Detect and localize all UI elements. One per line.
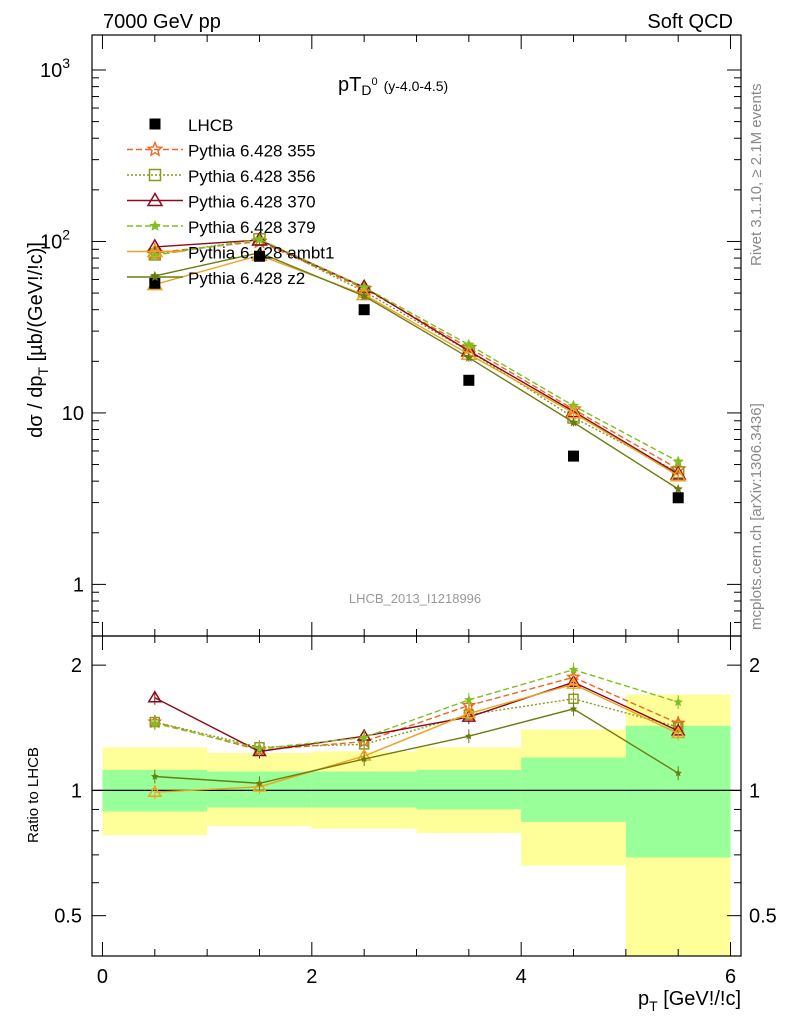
ratio-series-point: [359, 732, 369, 742]
ratio-y-tick-label: 2: [71, 655, 82, 677]
ratio-series-point: [150, 718, 160, 728]
series-line: [154, 254, 679, 477]
legend-marker: [150, 272, 160, 281]
ratio-series-line: [154, 676, 679, 751]
data-point: [672, 492, 684, 504]
analysis-watermark: LHCB_2013_I1218996: [349, 591, 481, 606]
series-point: [464, 352, 474, 362]
ratio-y-tick-label: 1: [71, 780, 82, 802]
ratio-series-line: [154, 668, 679, 750]
ratio-series-point: [360, 755, 368, 763]
data-point: [463, 374, 475, 386]
legend-marker: [149, 220, 161, 231]
header-left: 7000 GeV pp: [103, 11, 221, 33]
main-title: pTD0 (y-4.0-4.5): [338, 74, 448, 98]
series-line: [154, 251, 679, 490]
ratio-series-point: [255, 779, 264, 787]
series-point: [359, 291, 369, 301]
data-point: [568, 450, 580, 462]
series-line: [154, 240, 679, 470]
legend-label: Pythia 6.428 370: [188, 193, 316, 212]
series-point: [673, 484, 683, 493]
series-point: [253, 233, 266, 245]
ratio-series-point: [151, 772, 159, 780]
green-uncertainty-band: [311, 771, 417, 808]
legend-marker: [146, 192, 164, 207]
title-main: pT: [338, 74, 361, 96]
title-suffix: (y-4.0-4.5): [384, 78, 449, 94]
series-point: [568, 417, 579, 427]
ratio-y-tick-label-right: 0.5: [749, 906, 777, 928]
ratio-series-point: [254, 743, 265, 753]
ratio-y-tick-label-right: 2: [749, 655, 760, 677]
ratio-series-point: [461, 709, 477, 722]
main-panel: 1 10 102 103: [40, 34, 742, 637]
ratio-series-point: [670, 726, 686, 739]
legend-label: Pythia 6.428 355: [188, 142, 316, 161]
x-tick-label: 6: [725, 966, 736, 988]
series-point: [672, 455, 684, 467]
ratio-series-point: [464, 694, 474, 704]
series-point: [669, 467, 687, 482]
ratio-series-point: [569, 704, 578, 713]
ratio-series-point: [252, 779, 267, 792]
data-point: [149, 277, 161, 289]
data-point: [253, 250, 265, 262]
green-uncertainty-band: [625, 725, 731, 858]
mcplots-credit-text: mcplots.cern.ch [arXiv:1306.3436]: [748, 403, 765, 630]
green-uncertainty-band: [521, 757, 626, 822]
legend-label: Pythia 6.428 z2: [188, 269, 305, 288]
legend-label: Pythia 6.428 ambt1: [188, 244, 334, 263]
ratio-series-point: [568, 664, 579, 674]
y-tick-label: 10: [62, 403, 84, 425]
ratio-panel: 0.5 0.5 1 1 2 2 0 2 4 6: [54, 635, 777, 988]
green-uncertainty-band: [416, 769, 522, 810]
ratio-series-point: [147, 690, 163, 703]
series-line: [154, 239, 679, 475]
y-tick-label: 1: [73, 574, 84, 596]
ratio-series-point: [461, 706, 477, 719]
series-point: [149, 249, 161, 261]
series-point: [463, 338, 475, 350]
legend: LHCB Pythia 6.428 355 Pythia 6.428 356 Pyth…: [127, 116, 334, 288]
y-tick-label: 103: [40, 55, 70, 82]
title-sup: 0: [371, 76, 377, 88]
legend-marker: [146, 243, 164, 258]
ratio-series-point: [673, 697, 683, 707]
ratio-series-point: [465, 732, 473, 740]
title-sub: D: [361, 82, 371, 98]
ratio-y-tick-label-right: 1: [749, 780, 760, 802]
data-point: [358, 304, 370, 316]
legend-marker-data: [149, 118, 161, 130]
legend-label: Pythia 6.428 379: [188, 218, 316, 237]
ratio-ylabel: Ratio to LHCB: [25, 747, 42, 843]
series-line: [154, 238, 679, 463]
ratio-y-tick-label: 0.5: [54, 906, 82, 928]
ratio-series-point: [147, 784, 163, 797]
x-tick-label: 0: [97, 966, 108, 988]
xlabel: pT [GeV!/!c]: [638, 988, 741, 1014]
legend-label-data: LHCB: [188, 116, 233, 135]
legend-label: Pythia 6.428 356: [188, 167, 316, 186]
x-tick-label: 4: [516, 966, 527, 988]
ratio-series-point: [566, 676, 581, 689]
header-right: Soft QCD: [647, 11, 733, 33]
ratio-series-point: [674, 769, 682, 777]
y-tick-label: 102: [40, 226, 70, 253]
legend-marker: [148, 168, 162, 182]
x-tick-label: 2: [306, 966, 317, 988]
ratio-series-line: [154, 683, 679, 793]
rivet-version-text: Rivet 3.1.10, ≥ 2.1M events: [748, 84, 765, 267]
legend-marker: [146, 140, 164, 157]
ratio-series-line: [154, 708, 679, 785]
ratio-series-line: [154, 681, 679, 753]
main-ylabel: dσ / dpT [µb/(GeV!/!c)]: [25, 242, 51, 438]
